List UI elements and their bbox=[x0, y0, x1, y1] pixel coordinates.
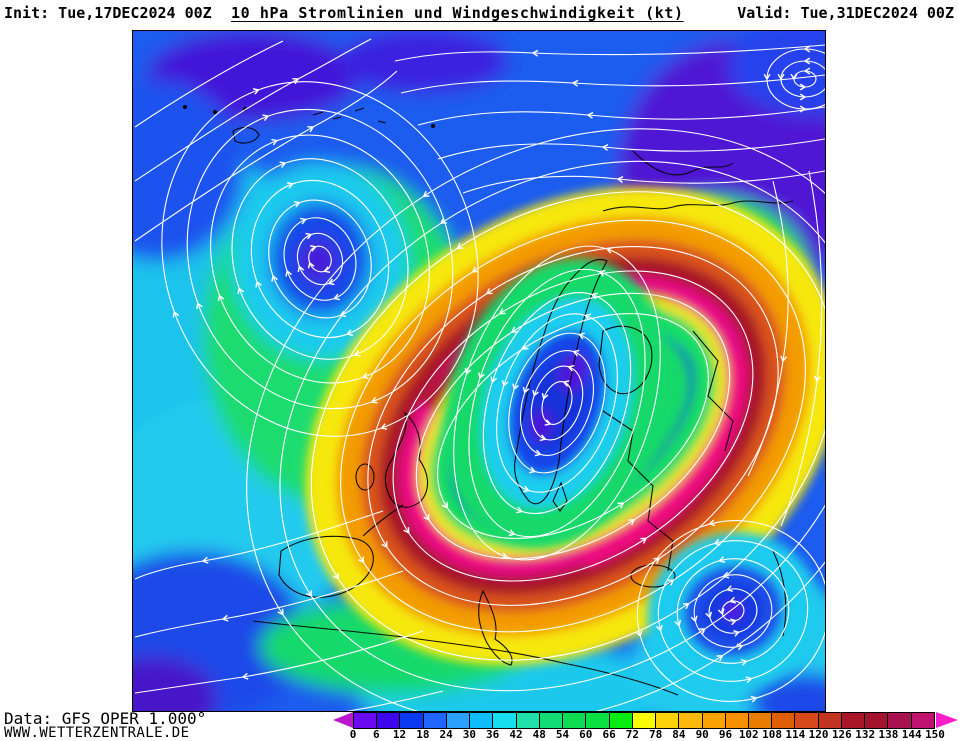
legend-tick-label: 24 bbox=[439, 728, 453, 741]
legend-color-box bbox=[841, 713, 866, 728]
legend-tick-label: 30 bbox=[462, 728, 477, 741]
legend-tick-label: 60 bbox=[579, 728, 593, 741]
legend-tick-label: 90 bbox=[695, 728, 709, 741]
legend-color-box bbox=[446, 713, 471, 728]
legend-color-box bbox=[748, 713, 773, 728]
legend-color-box bbox=[563, 713, 587, 728]
legend-tick-label: 132 bbox=[855, 728, 876, 741]
init-time-label: Init: Tue,17DEC2024 00Z bbox=[4, 4, 212, 22]
legend-tick-label: 138 bbox=[878, 728, 899, 741]
legend-tick-label: 78 bbox=[649, 728, 663, 741]
legend-color-box bbox=[539, 713, 564, 728]
legend-tick-label: 36 bbox=[486, 728, 500, 741]
legend-color-box bbox=[470, 713, 494, 728]
legend-color-box bbox=[888, 713, 912, 728]
legend-color-box bbox=[423, 713, 447, 728]
legend-tick-label: 114 bbox=[785, 728, 806, 741]
legend-tick-label: 12 bbox=[392, 728, 407, 741]
map-title: 10 hPa Stromlinien und Windgeschwindigke… bbox=[231, 4, 684, 22]
legend-color-box bbox=[656, 713, 680, 728]
legend-tick-label: 120 bbox=[808, 728, 829, 741]
legend-color-box bbox=[772, 713, 796, 728]
legend-bar bbox=[353, 712, 935, 729]
legend-tick-label: 54 bbox=[555, 728, 570, 741]
legend-tick-label: 96 bbox=[718, 728, 733, 741]
legend-tick-label: 72 bbox=[625, 728, 639, 741]
legend-color-box bbox=[586, 713, 610, 728]
website-label: WWW.WETTERZENTRALE.DE bbox=[4, 725, 190, 741]
streamlines bbox=[134, 38, 825, 711]
map-image bbox=[133, 31, 825, 711]
legend-color-box bbox=[818, 713, 842, 728]
legend-color-box bbox=[795, 713, 819, 728]
legend-tick-label: 42 bbox=[509, 728, 523, 741]
legend-left-arrow bbox=[333, 712, 353, 728]
legend-color-box bbox=[911, 713, 934, 728]
legend-tick-label: 102 bbox=[738, 728, 759, 741]
legend-color-box bbox=[493, 713, 517, 728]
legend-tick-label: 84 bbox=[672, 728, 686, 741]
legend-color-box bbox=[865, 713, 889, 728]
legend-color-box bbox=[702, 713, 726, 728]
weather-map bbox=[132, 30, 826, 712]
legend-color-box bbox=[609, 713, 633, 728]
legend-tick-label: 6 bbox=[372, 728, 380, 741]
valid-time-label: Valid: Tue,31DEC2024 00Z bbox=[737, 4, 954, 22]
legend-color-box bbox=[354, 713, 378, 728]
data-source-label: Data: GFS OPER 1.000° bbox=[4, 709, 207, 728]
legend-tick-label: 48 bbox=[532, 728, 546, 741]
legend-color-box bbox=[725, 713, 749, 728]
legend-color-box bbox=[400, 713, 424, 728]
legend-ticks: 0 6 12 18 24 30 36 42 48 54 60 66 72 78 84 90 96 102 108 11… bbox=[349, 728, 945, 741]
legend-tick-label: 0 bbox=[349, 728, 357, 741]
legend-tick-label: 126 bbox=[831, 728, 852, 741]
legend-color-box bbox=[516, 713, 540, 728]
legend-color-box bbox=[632, 713, 657, 728]
legend-color-box bbox=[377, 713, 401, 728]
legend-tick-label: 150 bbox=[925, 728, 945, 741]
legend-tick-label: 66 bbox=[602, 728, 616, 741]
legend-right-arrow bbox=[936, 712, 958, 728]
legend-color-box bbox=[679, 713, 703, 728]
legend-tick-label: 108 bbox=[762, 728, 782, 741]
legend-tick-label: 144 bbox=[901, 728, 922, 741]
legend-tick-label: 18 bbox=[416, 728, 430, 741]
